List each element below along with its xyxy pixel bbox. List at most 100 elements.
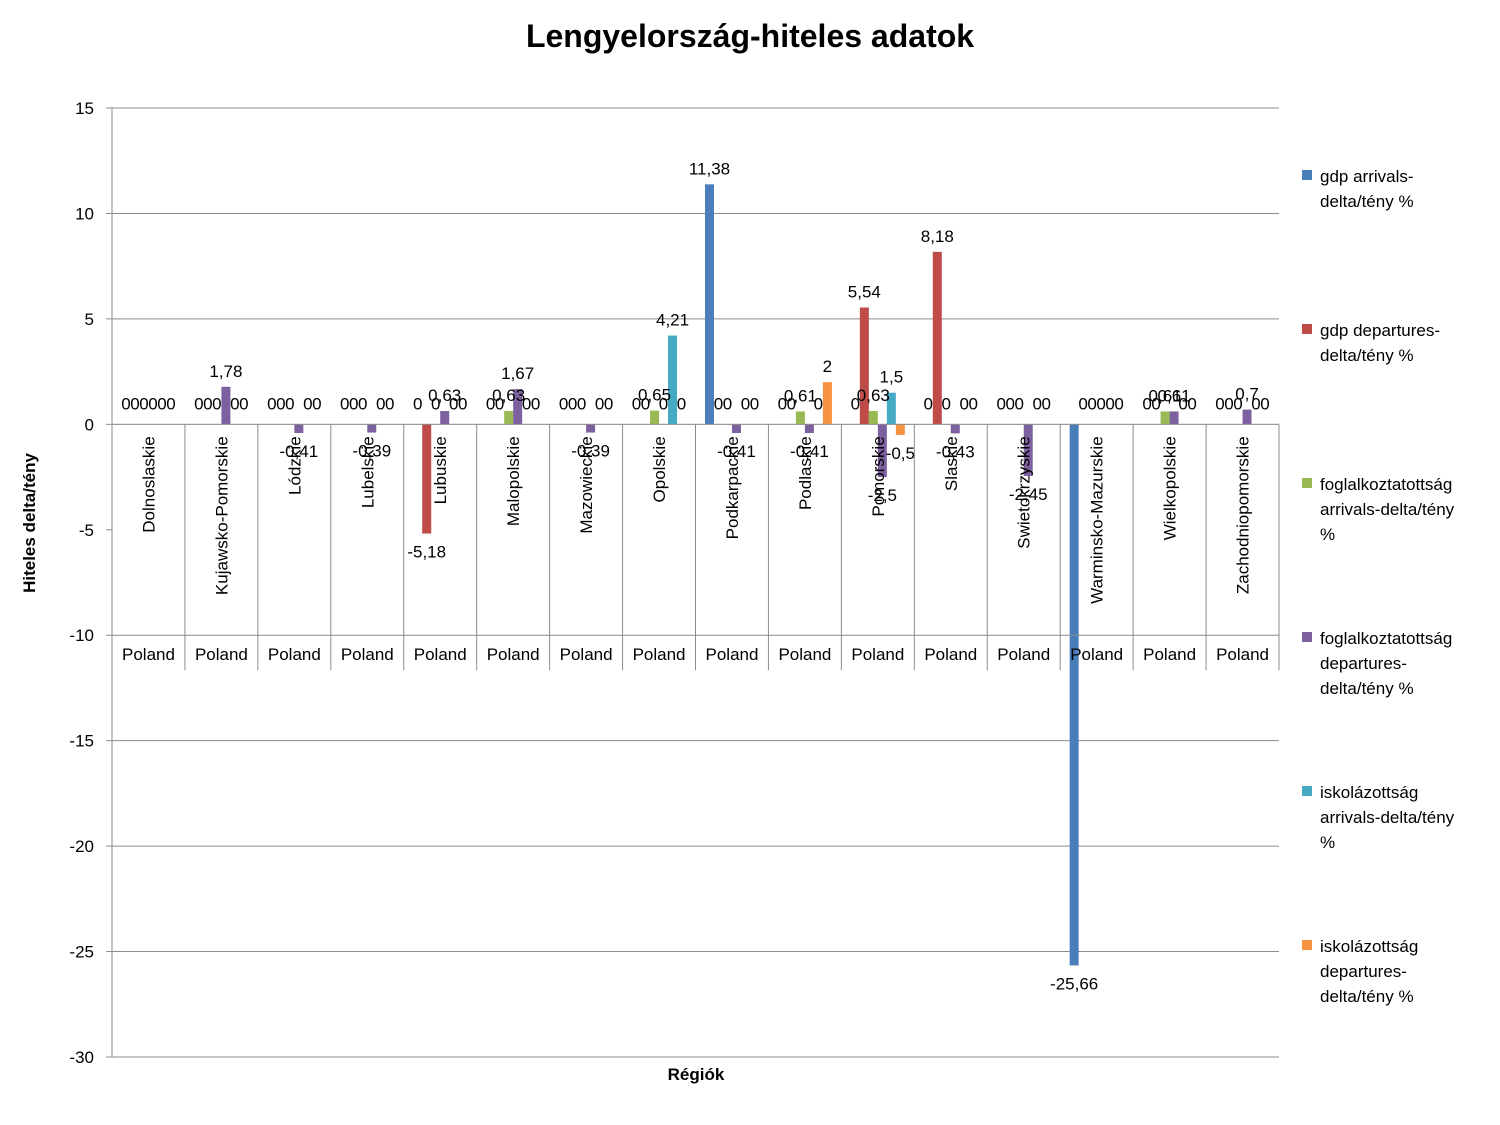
category-label: Swietokrzyskie <box>1015 436 1034 548</box>
data-label: 1,5 <box>880 368 904 387</box>
data-label: 5,54 <box>848 283 881 302</box>
data-label: 0 <box>486 394 495 413</box>
data-label: 0 <box>741 394 750 413</box>
data-label: 0 <box>1260 394 1269 413</box>
data-label: 0 <box>431 394 440 413</box>
data-label: 0 <box>458 394 467 413</box>
bar <box>294 424 304 433</box>
bar <box>1169 411 1179 425</box>
legend-label-line: delta/tény % <box>1320 987 1414 1006</box>
bar <box>1069 424 1079 966</box>
bar <box>586 424 596 433</box>
y-tick-label: 0 <box>85 415 94 434</box>
data-label: -0,41 <box>790 442 829 461</box>
data-label: 0 <box>194 394 203 413</box>
data-label: 0 <box>285 394 294 413</box>
group-label: Poland <box>1070 645 1123 664</box>
group-label: Poland <box>268 645 321 664</box>
bar <box>895 424 905 435</box>
legend-label: gdp departures-delta/tény % <box>1320 321 1440 365</box>
data-label: 0 <box>376 394 385 413</box>
legend-label: iskolázottság arrivals-delta/tény% <box>1320 783 1455 852</box>
category-label: Lubuskie <box>431 436 450 504</box>
category-label: Zachodniopomorskie <box>1234 436 1253 594</box>
data-label: 0 <box>358 394 367 413</box>
data-label: 0 <box>495 394 504 413</box>
group-label: Poland <box>1216 645 1269 664</box>
data-label: 0 <box>212 394 221 413</box>
group-label: Poland <box>560 645 613 664</box>
bar <box>804 424 814 433</box>
data-label: 0 <box>723 394 732 413</box>
category-label: Lubelskie <box>358 436 377 508</box>
data-label: 11,38 <box>689 159 730 178</box>
data-label: 8,18 <box>921 227 954 246</box>
data-label: 0 <box>659 394 668 413</box>
legend-label: iskolázottság departures-delta/tény % <box>1320 937 1418 1006</box>
data-label: 0,61 <box>1158 386 1191 405</box>
group-label: Poland <box>924 645 977 664</box>
legend-swatch <box>1302 786 1312 796</box>
data-label: 0 <box>1233 394 1242 413</box>
category-label: Podkarpackie <box>723 436 742 539</box>
data-label: 0 <box>1096 394 1105 413</box>
y-tick-label: -20 <box>69 837 94 856</box>
category-label: Pomorskie <box>869 436 888 516</box>
data-label: 0,63 <box>857 386 890 405</box>
data-label: 0 <box>778 394 787 413</box>
data-label: 4,21 <box>656 311 689 330</box>
x-axis-label: Régiók <box>667 1065 725 1084</box>
data-label: 0 <box>148 394 157 413</box>
data-label: 0 <box>1224 394 1233 413</box>
data-label: 0 <box>139 394 148 413</box>
legend-label-line: arrivals-delta/tény <box>1320 808 1455 827</box>
bar <box>950 424 960 434</box>
bar <box>1160 411 1170 425</box>
bar <box>932 251 942 425</box>
bar <box>221 386 231 425</box>
y-tick-label: 5 <box>85 310 94 329</box>
data-label: 0 <box>604 394 613 413</box>
y-tick-label: 10 <box>75 204 94 223</box>
data-label: 0 <box>851 394 860 413</box>
bar <box>795 411 805 425</box>
data-label: 0,61 <box>1149 386 1182 405</box>
bar <box>422 424 432 534</box>
legend-label-line: foglalkoztatottság <box>1320 475 1452 494</box>
group-label: Poland <box>997 645 1050 664</box>
data-label: 0 <box>568 394 577 413</box>
chart-title: Lengyelország-hiteles adatok <box>525 18 975 54</box>
data-label: 0 <box>130 394 139 413</box>
category-label: Malopolskie <box>504 436 523 526</box>
group-label: Poland <box>195 645 248 664</box>
data-label: 0 <box>303 394 312 413</box>
data-label: 0 <box>814 394 823 413</box>
bar <box>668 335 678 425</box>
data-label: 0 <box>1105 394 1114 413</box>
category-label: Opolskie <box>650 436 669 502</box>
group-label: Poland <box>414 645 467 664</box>
data-label: 0 <box>559 394 568 413</box>
bar <box>367 424 377 433</box>
group-label: Poland <box>1143 645 1196 664</box>
y-tick-label: -15 <box>69 732 94 751</box>
y-tick-label: -5 <box>79 521 94 540</box>
data-label: 0 <box>1251 394 1260 413</box>
data-label: 0 <box>340 394 349 413</box>
bar <box>859 307 869 425</box>
data-label: 0 <box>1187 394 1196 413</box>
legend-label-line: % <box>1320 833 1335 852</box>
data-label: 1,78 <box>209 362 242 381</box>
data-label: 0 <box>1215 394 1224 413</box>
data-label: 0 <box>349 394 358 413</box>
group-label: Poland <box>341 645 394 664</box>
data-label: 0 <box>276 394 285 413</box>
bar <box>822 382 832 425</box>
category-label: Mazowieckie <box>577 436 596 533</box>
data-label: 0,63 <box>492 386 525 405</box>
bar <box>440 411 450 425</box>
legend-label: foglalkoztatottság arrivals-delta/tény% <box>1320 475 1455 544</box>
group-label: Poland <box>633 645 686 664</box>
group-label: Poland <box>706 645 759 664</box>
